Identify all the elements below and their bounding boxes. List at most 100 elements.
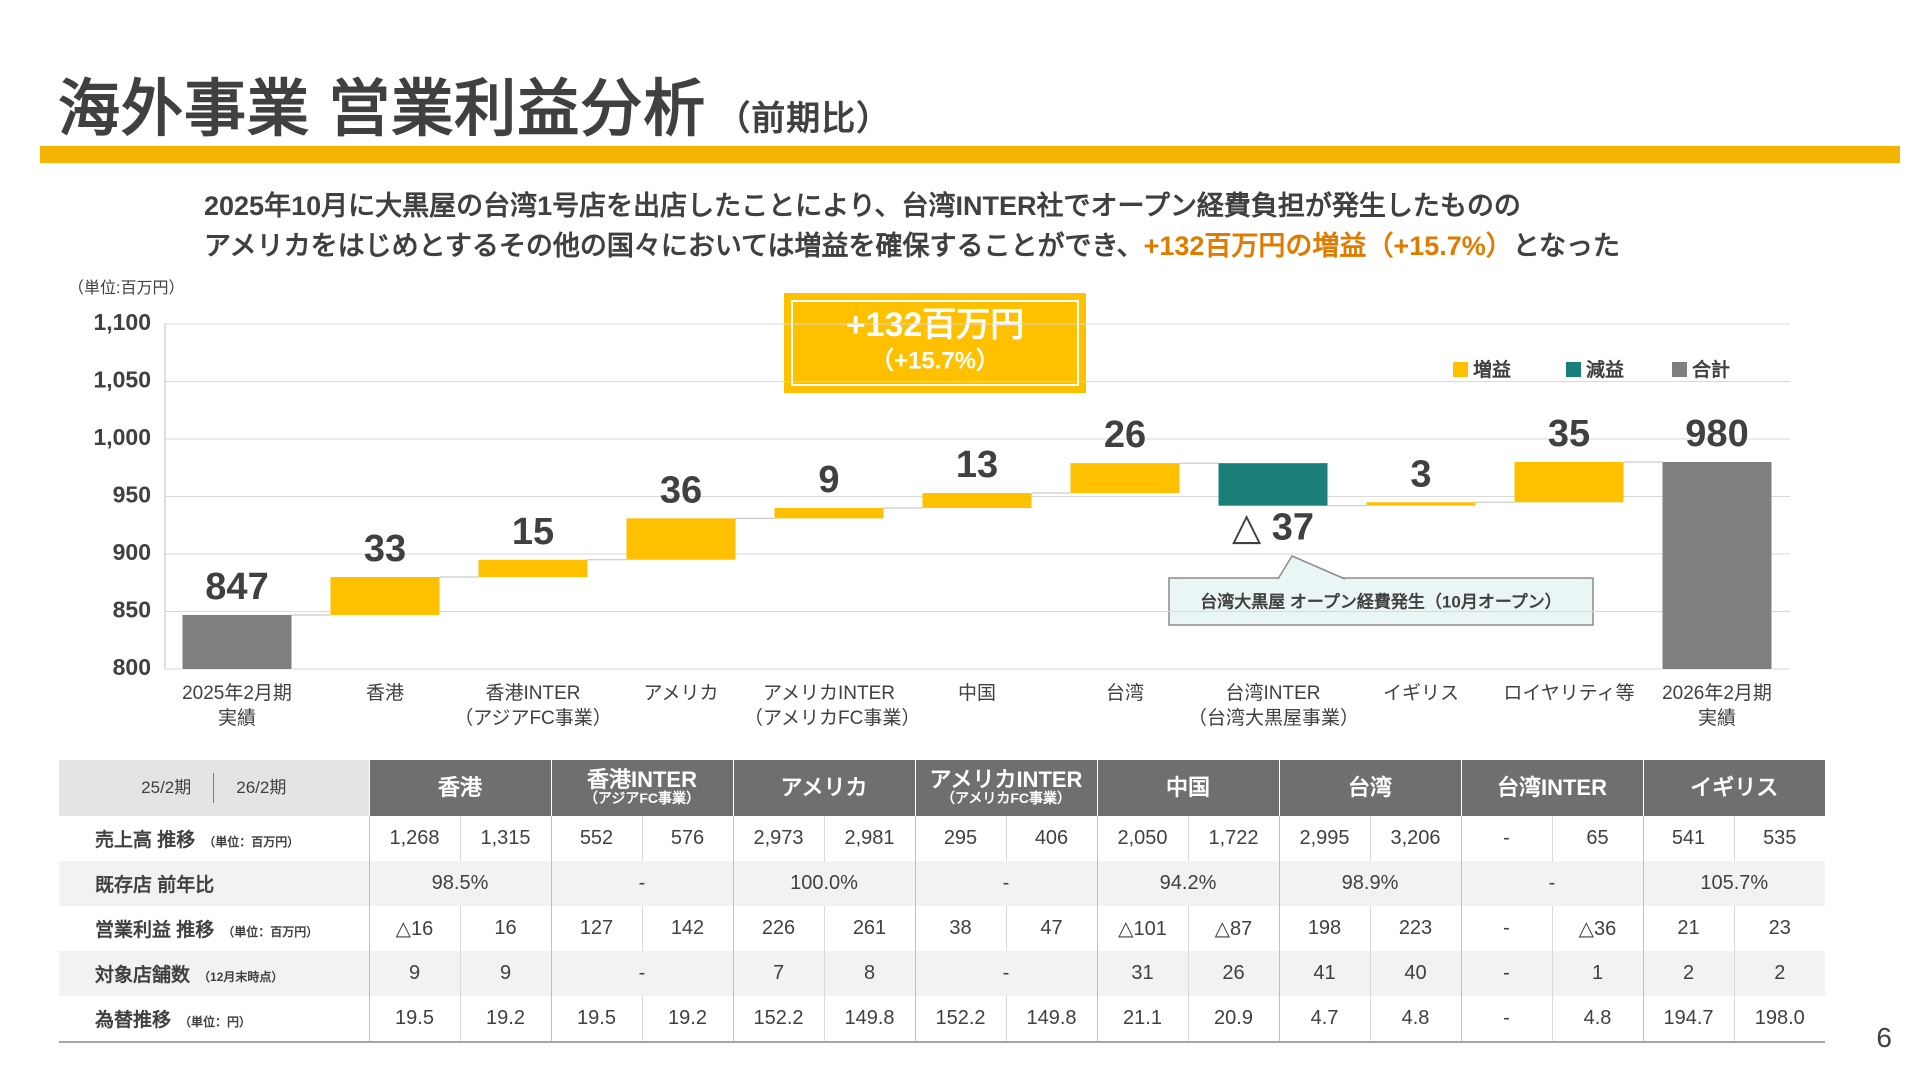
x-tick-label: 台湾INTER （台湾大黒屋事業） [1188,683,1360,729]
period-header: 25/2期 26/2期 [59,760,369,816]
table-cell: 20.9 [1187,996,1279,1043]
annotation-box [1168,577,1594,626]
value-label: 26 [1104,414,1146,456]
value-label: 847 [205,566,268,608]
bar [330,577,440,615]
table-cell: - [1460,951,1552,996]
x-tick-label: 2026年2月期 実績 [1662,683,1772,729]
value-label: 35 [1548,413,1590,455]
group-name: 台湾INTER [1496,775,1607,800]
bar [1218,463,1328,506]
row-label: 営業利益 推移 （単位：百万円） [59,906,369,951]
legend-label: 合計 [1692,358,1730,381]
table-cell: 19.2 [641,996,733,1043]
group-name: 中国 [1165,775,1210,800]
x-tick-label: アメリカINTER （アメリカFC事業） [744,683,921,729]
table-cell: 576 [641,816,733,861]
bar [922,493,1032,508]
summary-text: となった [1512,231,1620,261]
table-cell: - [914,951,1097,996]
table-cell: - [1460,816,1552,861]
y-tick-label: 950 [113,482,151,508]
table-cell: 198 [1278,906,1370,951]
table-cell: 535 [1733,816,1825,861]
table-cell: 7 [732,951,824,996]
table-cell: 26 [1187,951,1279,996]
row-label-note: （単位：円） [179,1015,252,1029]
row-label-text: 営業利益 推移 [95,920,215,941]
bar [1662,462,1772,669]
table-cell: 541 [1642,816,1734,861]
table-cell: △36 [1551,906,1643,951]
table-row: 既存店 前年比 98.5% -100.0% -94.2% 98.9% -105.7% [59,861,1825,906]
table-cell: 2,995 [1278,816,1370,861]
x-tick-label: ロイヤリティ等 [1503,683,1635,704]
table-cell: △101 [1096,906,1188,951]
table-cell: 8 [823,951,915,996]
table-cell: 149.8 [823,996,915,1043]
table-cell: 152.2 [914,996,1006,1043]
table-cell: 149.8 [1005,996,1097,1043]
page-number: 6 [1876,1022,1892,1053]
table-cell: 100.0% [732,861,915,906]
table-cell: 4.7 [1278,996,1370,1043]
y-tick-label: 850 [113,597,151,623]
period-label: 25/2期 [141,777,192,797]
group-name: イギリス [1690,775,1779,800]
bar [1366,502,1476,506]
x-tick-label: アメリカ [643,683,719,704]
legend-swatch [1566,362,1581,377]
table-cell: 1,315 [459,816,551,861]
table-row: 営業利益 推移 （単位：百万円） △16 16 127 142 226 261 38 47 △101… [59,906,1825,951]
bar [774,508,884,519]
period-label: 26/2期 [236,777,287,797]
x-tick-label: 2025年2月期 実績 [182,683,292,729]
row-label-note: （単位：百万円） [203,835,300,849]
summary-line: 2025年10月に大黒屋の台湾1号店を出店したことにより、台湾INTER社でオー… [204,191,1521,221]
table-cell: - [1460,861,1643,906]
table-cell: 1,268 [368,816,460,861]
table-cell: 105.7% [1642,861,1825,906]
header-row: 25/2期 26/2期 香港 香港INTER （アジアFC事業） アメリカ アメリカINTE… [59,760,1825,816]
row-label-note: （単位：百万円） [222,925,319,939]
table-cell: 19.5 [550,996,642,1043]
table-cell: - [550,951,733,996]
y-tick-label: 800 [113,654,151,680]
table-cell: 1 [1551,951,1643,996]
summary-line: アメリカをはじめとするその他の国々においては増益を確保することができ、+132百… [204,224,1620,263]
value-label: 9 [818,459,839,501]
annotation-pointer [1277,555,1346,580]
table-cell: 198.0 [1733,996,1825,1043]
table-cell: - [914,861,1097,906]
table-cell: 19.5 [368,996,460,1043]
table-cell: 194.7 [1642,996,1734,1043]
y-tick-label: 900 [113,539,151,565]
legend-label: 減益 [1586,358,1624,381]
table-cell: 31 [1096,951,1188,996]
table-cell: - [550,861,733,906]
table-cell: △16 [368,906,460,951]
table-cell: 94.2% [1096,861,1279,906]
table-cell: 223 [1369,906,1461,951]
summary-highlight: +132百万円の増益（+15.7%） [1143,231,1513,261]
table-cell: 1,722 [1187,816,1279,861]
x-tick-label: イギリス [1382,683,1459,704]
callout-box [784,293,1086,393]
table-cell: 40 [1369,951,1461,996]
table-cell: 38 [914,906,1006,951]
y-tick-label: 1,000 [93,424,151,450]
bar [182,614,292,669]
table-cell: 226 [732,906,824,951]
group-name: 台湾 [1347,775,1392,800]
annotation-text: 台湾大黒屋 オープン経費発生（10月オープン） [1200,591,1562,611]
bar [1514,462,1624,503]
row-label-text: 売上高 推移 [95,830,196,851]
table-cell: 98.5% [368,861,551,906]
bar [478,559,588,577]
table-cell: 21 [1642,906,1734,951]
table-cell: - [1460,906,1552,951]
table-cell: 406 [1005,816,1097,861]
bar [626,518,736,560]
title-suffix: （前期比） [716,100,892,138]
